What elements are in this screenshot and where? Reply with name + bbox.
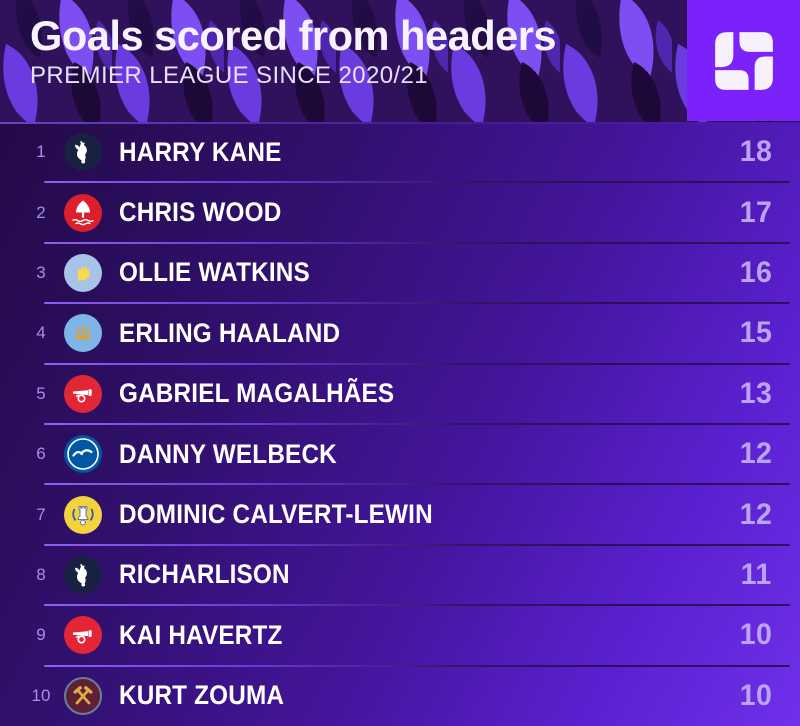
table-row: 4 ERLING HAALAND 15 xyxy=(0,303,800,365)
nottingham-forest-badge-icon xyxy=(64,193,102,232)
arsenal-badge-icon xyxy=(64,374,102,413)
aston-villa-badge-icon xyxy=(64,253,102,292)
player-name: CHRIS WOOD xyxy=(119,197,282,228)
table-row: 9 KAI HAVERTZ 10 xyxy=(0,605,800,667)
goals-value: 12 xyxy=(739,437,772,471)
everton-badge-icon xyxy=(64,495,102,534)
goals-value: 13 xyxy=(739,376,772,410)
goals-value: 16 xyxy=(739,255,772,289)
player-name: RICHARLISON xyxy=(119,559,290,590)
flame-pattern-background xyxy=(0,0,800,122)
goals-value: 18 xyxy=(739,135,772,169)
table-row: 5 GABRIEL MAGALHÃES 13 xyxy=(0,364,800,426)
table-row: 10 KURT ZOUMA 10 xyxy=(0,666,800,726)
page-subtitle: PREMIER LEAGUE SINCE 2020/21 xyxy=(30,62,429,90)
arsenal-badge-icon xyxy=(64,616,102,655)
goals-value: 17 xyxy=(739,195,772,229)
rank-label: 8 xyxy=(36,564,46,584)
tottenham-hotspur-badge-icon xyxy=(64,133,102,172)
brighton-badge-icon xyxy=(64,435,102,474)
page-title: Goals scored from headers xyxy=(30,12,557,59)
table-row: 6 DANNY WELBECK 12 xyxy=(0,424,800,486)
table-row: 2 CHRIS WOOD 17 xyxy=(0,182,800,245)
manchester-city-badge-icon xyxy=(64,314,102,353)
player-name: KAI HAVERTZ xyxy=(119,619,283,650)
squawka-s-icon xyxy=(714,31,773,90)
player-name: HARRY KANE xyxy=(119,136,282,167)
table-row: 7 DOMINIC CALVERT-LEWIN 12 xyxy=(0,484,800,547)
player-name: DANNY WELBECK xyxy=(119,438,337,469)
rank-label: 7 xyxy=(36,504,46,524)
rank-label: 4 xyxy=(36,323,46,343)
table-row: 3 OLLIE WATKINS 16 xyxy=(0,243,800,305)
player-name: KURT ZOUMA xyxy=(119,680,285,711)
goals-value: 12 xyxy=(739,497,772,531)
rank-label: 1 xyxy=(36,142,46,162)
squawka-logo xyxy=(687,0,800,121)
player-name: ERLING HAALAND xyxy=(119,317,341,348)
player-name: DOMINIC CALVERT-LEWIN xyxy=(119,499,433,530)
rank-label: 5 xyxy=(36,383,46,403)
rank-label: 3 xyxy=(36,262,46,282)
header: Goals scored from headers PREMIER LEAGUE… xyxy=(0,0,800,122)
table-row: 8 RICHARLISON 11 xyxy=(0,545,800,607)
goals-value: 10 xyxy=(739,618,772,652)
rank-label: 9 xyxy=(36,625,46,645)
table-row: 1 HARRY KANE 18 xyxy=(0,122,800,184)
player-name: GABRIEL MAGALHÃES xyxy=(119,378,395,409)
leaderboard-list: 1 HARRY KANE 18 2 CHRIS WOOD 17 3 OLLIE … xyxy=(0,122,800,726)
goals-value: 10 xyxy=(739,678,772,712)
tottenham-hotspur-badge-icon xyxy=(64,555,102,594)
rank-label: 10 xyxy=(31,685,51,705)
rank-label: 6 xyxy=(36,444,46,464)
leaderboard-rows: 1 HARRY KANE 18 2 CHRIS WOOD 17 3 OLLIE … xyxy=(0,122,800,726)
rank-label: 2 xyxy=(36,202,46,222)
goals-value: 15 xyxy=(739,316,772,350)
title-block: Goals scored from headers PREMIER LEAGUE… xyxy=(30,12,561,90)
goals-value: 11 xyxy=(740,557,772,591)
player-name: OLLIE WATKINS xyxy=(119,257,310,288)
west-ham-united-badge-icon xyxy=(64,676,102,715)
